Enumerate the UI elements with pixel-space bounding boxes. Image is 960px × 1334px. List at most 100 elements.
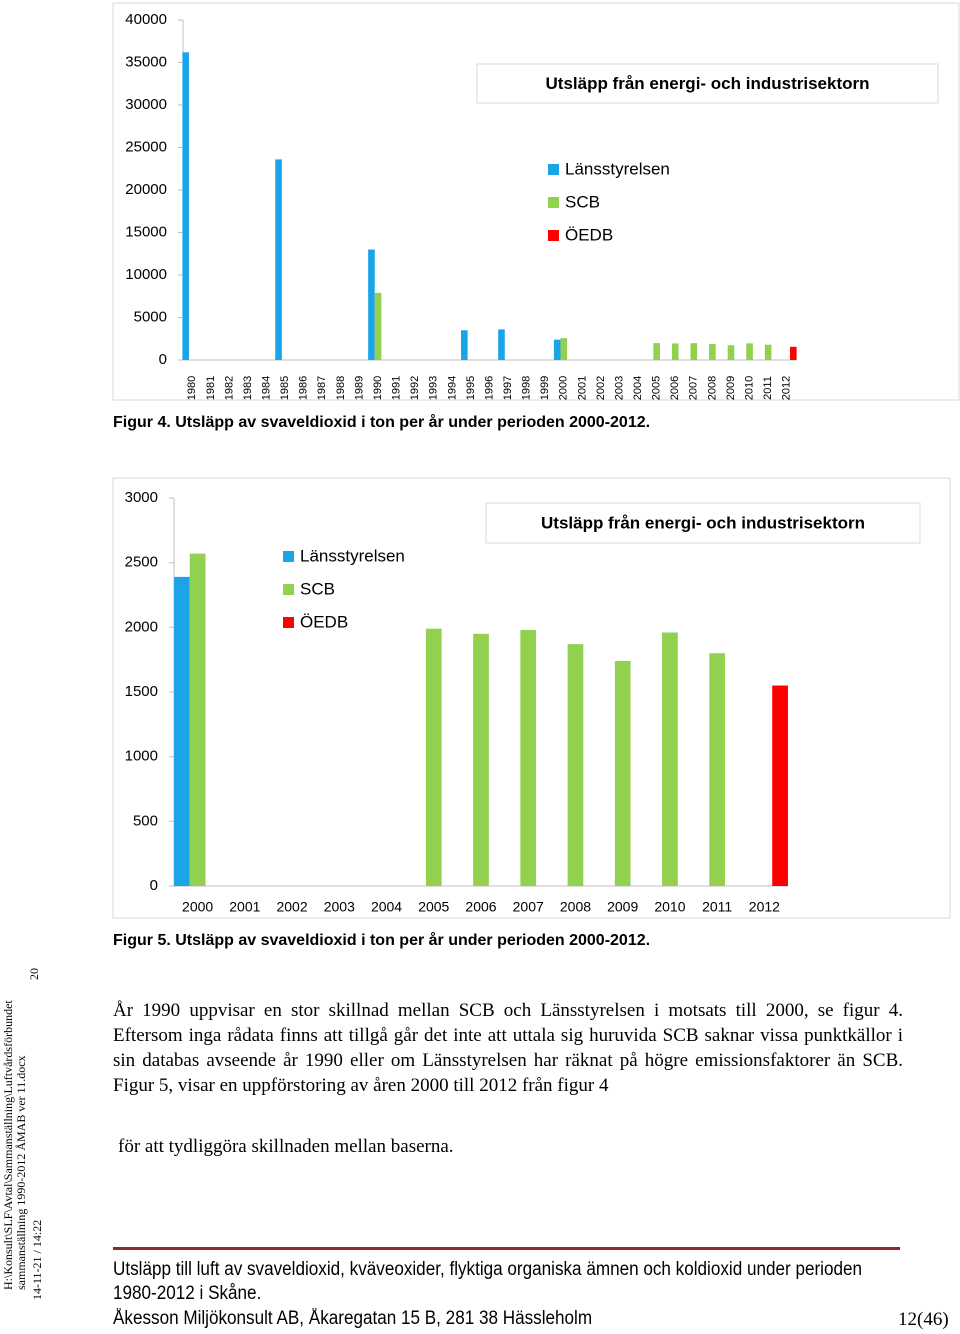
x-tick-label: 1984 (260, 376, 272, 400)
footer-title: Utsläpp till luft av svaveldioxid, kväve… (113, 1259, 863, 1304)
y-tick-label: 5000 (134, 308, 167, 325)
y-tick-label: 1000 (125, 748, 158, 765)
x-tick-label: 2007 (688, 376, 700, 400)
page-mark: 20 (27, 968, 41, 980)
figure-caption: Figur 5. Utsläpp av svaveldioxid i ton p… (113, 932, 651, 949)
x-tick-label: 2003 (613, 376, 625, 400)
x-tick-label: 2008 (706, 376, 718, 400)
y-tick-label: 0 (150, 877, 158, 894)
bar (461, 330, 468, 360)
legend-label: SCB (300, 579, 335, 598)
bar (560, 338, 568, 360)
bar (553, 339, 561, 360)
date: 14-11-21 / 14:22 (30, 1219, 44, 1300)
bar (671, 343, 679, 360)
bar (567, 644, 584, 886)
x-tick-label: 1994 (446, 376, 458, 400)
x-tick-label: 1999 (539, 376, 551, 400)
x-tick-label: 1996 (483, 376, 495, 400)
bar (790, 346, 797, 360)
x-tick-label: 2010 (654, 899, 685, 915)
y-tick-label: 15000 (125, 223, 167, 240)
chart-title: Utsläpp från energi- och industrisektorn (541, 513, 865, 532)
x-tick-label: 2001 (229, 899, 260, 915)
bar (374, 292, 382, 360)
x-tick-label: 2011 (762, 376, 774, 400)
y-tick-label: 1500 (125, 683, 158, 700)
x-tick-label: 2009 (607, 899, 638, 915)
x-tick-label: 1987 (316, 376, 328, 400)
bar (368, 249, 375, 360)
footer-address: Åkesson Miljökonsult AB, Åkaregatan 15 B… (113, 1308, 593, 1329)
x-tick-label: 2011 (702, 899, 732, 915)
x-tick-label: 2002 (276, 899, 307, 915)
y-tick-label: 3000 (125, 489, 158, 506)
x-tick-label: 1995 (465, 376, 477, 400)
x-tick-label: 1998 (521, 376, 533, 400)
paragraph: för att tydliggöra skillnaden mellan bas… (118, 1136, 454, 1157)
title-box (476, 63, 939, 104)
legend-swatch (283, 551, 294, 562)
y-tick-label: 0 (159, 351, 167, 368)
x-tick-label: 1981 (205, 376, 217, 400)
footer-rule (113, 1247, 900, 1250)
y-tick-label: 30000 (125, 96, 167, 113)
x-tick-label: 1993 (428, 376, 440, 400)
x-tick-label: 1985 (279, 376, 291, 400)
x-tick-label: 2003 (324, 899, 355, 915)
figure-caption: Figur 4. Utsläpp av svaveldioxid i ton p… (113, 414, 651, 431)
legend-swatch (548, 164, 559, 175)
y-tick-label: 2500 (125, 554, 158, 571)
bar (662, 632, 678, 886)
x-tick-label: 1986 (298, 376, 310, 400)
bar (653, 343, 660, 360)
legend-label: SCB (565, 192, 600, 211)
bar (772, 685, 788, 886)
y-tick-label: 2000 (125, 618, 158, 635)
x-tick-label: 2000 (182, 899, 213, 915)
bar (182, 52, 189, 361)
bar (174, 576, 190, 886)
bar (473, 633, 489, 886)
page-number: 12(46) (898, 1309, 949, 1330)
x-tick-label: 2007 (513, 899, 544, 915)
charts: 0500010000150002000025000300003500040000… (112, 2, 960, 919)
x-tick-label: 2002 (595, 376, 607, 400)
y-tick-label: 35000 (125, 53, 167, 70)
legend-swatch (283, 584, 294, 595)
x-tick-label: 1980 (186, 376, 198, 400)
x-tick-label: 2004 (632, 376, 644, 400)
y-tick-label: 40000 (125, 11, 167, 28)
bar (764, 344, 772, 360)
x-tick-label: 2005 (418, 899, 449, 915)
y-tick-label: 25000 (125, 138, 167, 155)
x-tick-label: 1997 (502, 376, 514, 400)
bar (614, 660, 631, 886)
x-tick-label: 2008 (560, 899, 591, 915)
bar (709, 344, 716, 360)
legend-label: Länsstyrelsen (565, 159, 670, 178)
bar (727, 345, 735, 360)
bar (275, 159, 282, 360)
x-tick-label: 1991 (391, 376, 403, 400)
x-tick-label: 1989 (353, 376, 365, 400)
legend-swatch (548, 230, 559, 241)
file-path: H:\Konsult\SLF\Avtal\Sammanställning\Luf… (1, 1000, 28, 1290)
bar (709, 653, 726, 886)
bar (690, 343, 698, 360)
x-tick-label: 2006 (669, 376, 681, 400)
x-tick-label: 2004 (371, 899, 402, 915)
legend-label: ÖEDB (300, 612, 348, 631)
bar (425, 628, 442, 886)
x-tick-label: 2001 (576, 376, 588, 400)
y-tick-label: 500 (133, 812, 158, 829)
legend-label: Länsstyrelsen (300, 546, 405, 565)
legend-swatch (283, 617, 294, 628)
x-tick-label: 1988 (335, 376, 347, 400)
x-tick-label: 2005 (651, 376, 663, 400)
bar (189, 553, 206, 886)
title-box (485, 502, 921, 544)
x-tick-label: 2009 (725, 376, 737, 400)
